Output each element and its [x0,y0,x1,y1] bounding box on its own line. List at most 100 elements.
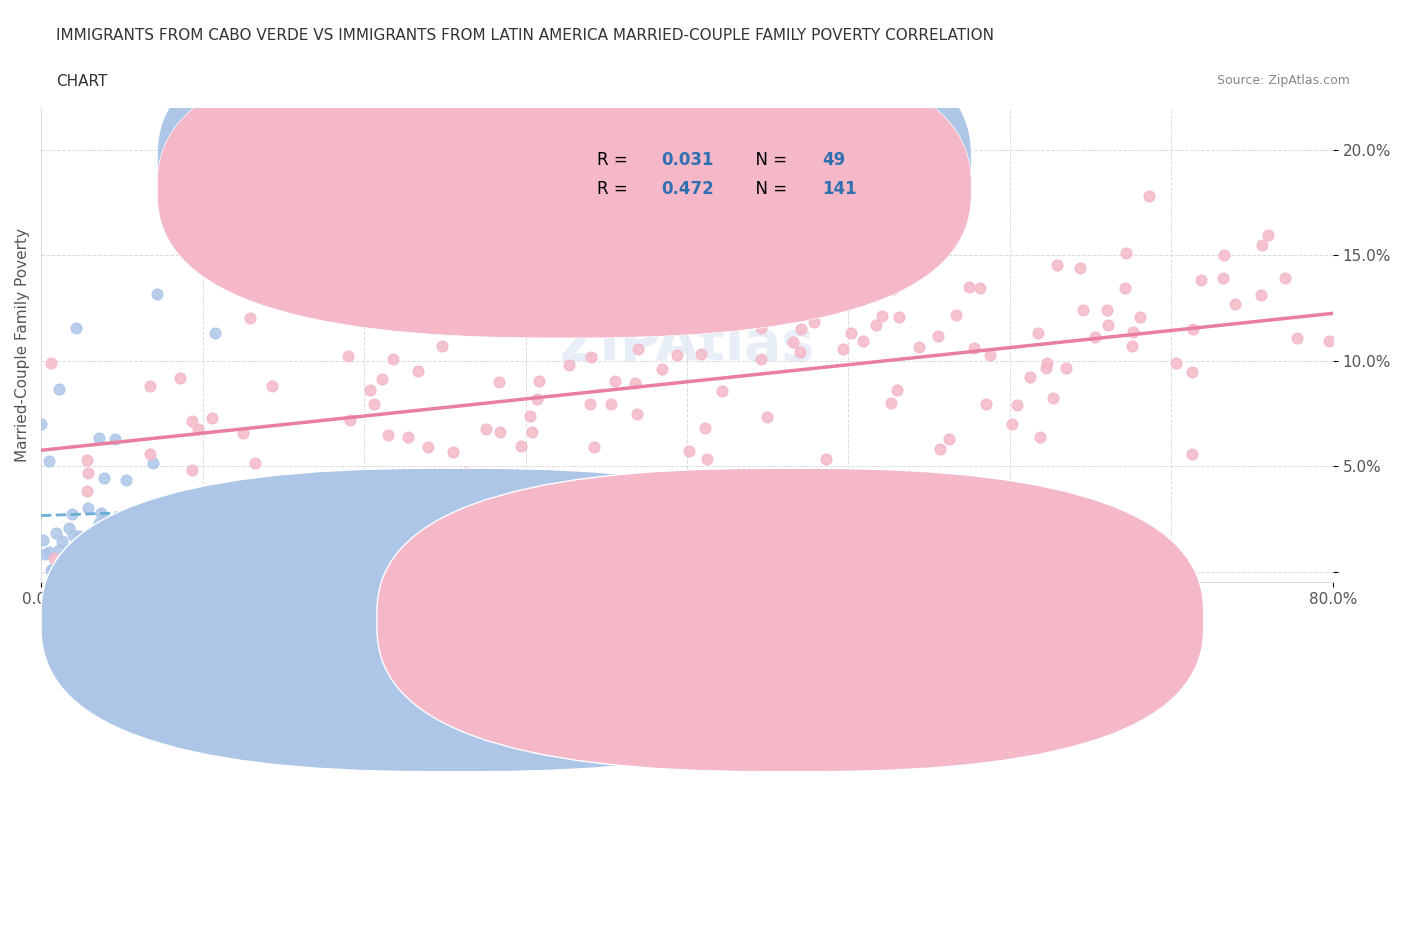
Point [963,340,986,355]
Point [76,453,98,468]
Point [1114,281,1136,296]
Point [945,307,967,322]
Point [845,263,868,278]
Point [111,558,134,573]
FancyBboxPatch shape [377,469,1204,772]
Point [167,524,190,538]
Point [886,382,908,397]
Point [243,455,266,470]
Point [1069,261,1091,276]
Point [363,396,385,411]
Point [755,410,778,425]
Point [626,407,648,422]
Point [969,280,991,295]
Point [65,321,87,336]
FancyBboxPatch shape [41,469,868,772]
Point [974,396,997,411]
Point [979,554,1001,569]
Text: 141: 141 [823,179,858,197]
Point [1045,258,1067,272]
Point [359,383,381,398]
Text: CHART: CHART [56,74,108,89]
Point [67,528,90,543]
Point [1286,331,1309,346]
Point [51,534,73,549]
Point [187,560,209,575]
Point [831,342,853,357]
Point [77,500,100,515]
Point [187,421,209,436]
Point [1115,246,1137,260]
Point [276,499,298,514]
Point [107,562,129,577]
Point [1250,287,1272,302]
Point [1032,488,1054,503]
Point [86,553,108,568]
Point [928,442,950,457]
Point [749,321,772,336]
Text: N =: N = [745,152,793,169]
Point [540,318,562,333]
Point [62,527,84,542]
Point [510,438,533,453]
Point [224,519,246,534]
Point [599,397,621,412]
Point [139,379,162,393]
Point [578,396,600,411]
Point [1181,365,1204,379]
Text: 0.031: 0.031 [661,152,714,169]
Point [357,264,380,279]
Point [1164,356,1187,371]
Point [1025,489,1047,504]
Text: Immigrants from Cabo Verde: Immigrants from Cabo Verde [499,613,721,628]
Point [475,421,498,436]
Point [38,454,60,469]
Point [1005,397,1028,412]
Point [790,322,813,337]
Point [42,551,65,565]
Point [39,355,62,370]
Point [1097,318,1119,333]
Point [519,408,541,423]
Point [1000,417,1022,432]
Point [201,411,224,426]
Point [60,507,83,522]
Point [406,364,429,379]
Point [957,280,980,295]
FancyBboxPatch shape [157,39,972,338]
Point [145,286,167,301]
Point [1026,326,1049,340]
Point [924,233,946,248]
Point [579,350,602,365]
Point [162,530,184,545]
FancyBboxPatch shape [157,11,972,310]
Point [1121,339,1143,353]
Point [1054,361,1077,376]
Point [1189,272,1212,287]
Point [107,562,129,577]
Text: N =: N = [745,179,793,197]
Point [239,311,262,325]
Point [907,339,929,354]
Point [377,428,399,443]
Point [1137,189,1160,204]
Point [91,562,114,577]
Y-axis label: Married-Couple Family Poverty: Married-Couple Family Poverty [15,228,30,462]
Point [780,284,803,299]
Point [711,384,734,399]
Point [94,512,117,526]
Point [789,345,811,360]
Point [695,451,717,466]
Point [673,284,696,299]
Point [58,559,80,574]
Point [87,516,110,531]
Point [30,417,52,432]
Point [89,430,111,445]
Point [1212,270,1234,285]
FancyBboxPatch shape [519,137,907,212]
Point [45,525,67,540]
Point [527,373,550,388]
Point [432,339,454,353]
Point [1122,324,1144,339]
Point [243,520,266,535]
